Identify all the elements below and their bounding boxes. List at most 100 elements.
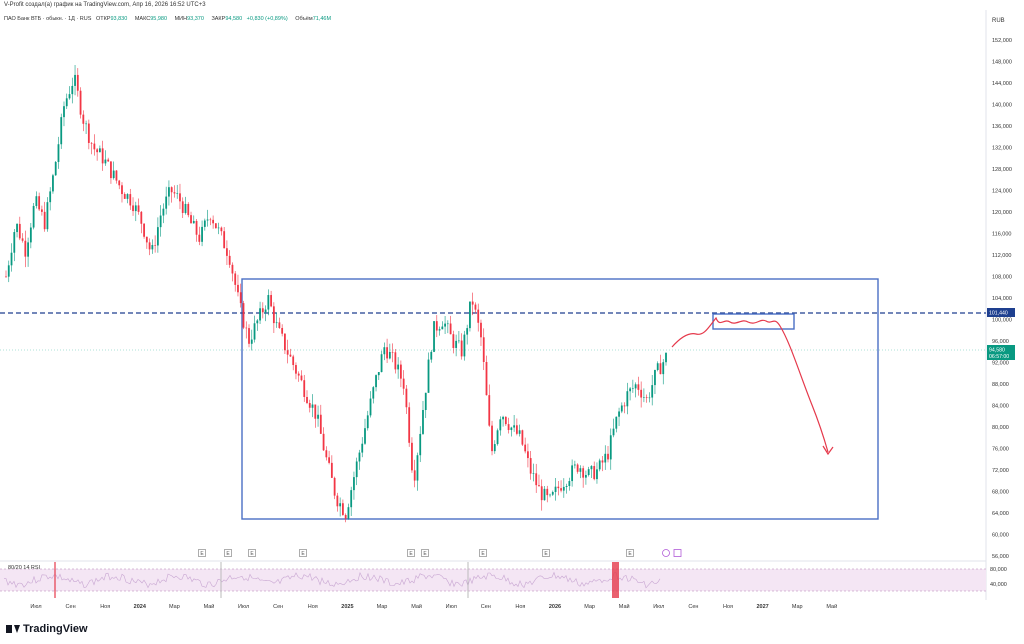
candle-body (168, 187, 170, 197)
candle-body (90, 142, 93, 144)
candle-body (231, 264, 234, 274)
candle-body (126, 194, 129, 199)
candle-body (129, 194, 132, 206)
candle-body (145, 236, 148, 243)
high-value: МАКС95,980 (134, 16, 168, 22)
price-tick: 56,000 (992, 554, 1009, 560)
earnings-event-label: E (409, 551, 413, 557)
candle-body (485, 361, 488, 396)
candle-body (195, 220, 198, 235)
tradingview-brand[interactable]: TradingView (6, 623, 88, 635)
candle-body (549, 494, 551, 496)
candle-body (560, 488, 562, 491)
price-tick: 104,000 (992, 296, 1012, 302)
candle-body (607, 453, 609, 460)
candle-body (253, 323, 256, 340)
low-value: МИН93,370 (174, 16, 204, 22)
candle-body (629, 388, 632, 392)
candle-body (228, 255, 231, 265)
candle-body (29, 227, 32, 243)
candle-body (590, 466, 593, 470)
candle-body (330, 462, 333, 478)
candle-body (361, 443, 364, 453)
candle-body (134, 205, 137, 212)
svg-text:94,580: 94,580 (989, 348, 1005, 354)
time-tick: Май (411, 603, 422, 610)
candle-body (510, 427, 513, 431)
candle-body (408, 407, 411, 443)
close-value: ЗАКР94,580 +0,830 (+0,89%) (211, 16, 288, 22)
candle-body (76, 74, 79, 91)
price-tick: 92,000 (992, 361, 1009, 367)
time-tick: Июл (30, 604, 41, 610)
candle-body (527, 451, 529, 459)
forecast-path (671, 316, 829, 453)
candle-body (593, 466, 596, 480)
candle-body (427, 359, 430, 393)
candle-body (507, 424, 510, 431)
price-axis: 152,000 148,000 144,000 140,000 136,000 132,0… (992, 38, 1012, 560)
tradingview-logo-icon (6, 625, 20, 633)
candle-body (154, 245, 157, 246)
range-box (241, 278, 879, 520)
earnings-event-label: E (200, 551, 204, 557)
candle-body (306, 396, 308, 404)
candle-body (524, 444, 527, 452)
candle-body (380, 354, 383, 373)
candle-body (424, 392, 427, 411)
candle-body (615, 416, 618, 429)
earnings-event-label: E (481, 551, 485, 557)
candle-body (333, 477, 336, 496)
candle-body (151, 245, 154, 250)
candle-body (245, 327, 248, 329)
candle-body (311, 404, 314, 408)
candle-body (187, 203, 190, 216)
price-tick: 100,000 (992, 318, 1012, 324)
candle-body (121, 185, 123, 195)
earnings-event-label: E (423, 551, 427, 557)
candle-body (226, 248, 228, 256)
candle-body (250, 339, 253, 344)
candle-body (455, 340, 458, 348)
candle-body (460, 340, 463, 357)
candle-body (587, 469, 590, 475)
candle-body (223, 231, 226, 249)
candle-body (98, 148, 101, 153)
earnings-event-icon (198, 549, 206, 557)
candle-body (93, 143, 96, 150)
candle-body (659, 363, 662, 375)
price-tick: 88,000 (992, 382, 1009, 388)
candle-body (430, 351, 433, 360)
candle-body (27, 242, 29, 257)
svg-text:06:57:00: 06:57:00 (989, 354, 1009, 360)
candle-body (170, 187, 173, 193)
symbol-legend: ПАО Банк ВТБ · обыкн. · 1Д · RUS ОТКР93,… (4, 16, 337, 22)
candle-body (609, 435, 612, 460)
candle-body (82, 114, 85, 124)
candle-body (79, 90, 82, 115)
candle-body (640, 389, 643, 398)
time-tick: Июл (446, 604, 457, 610)
candle-body (286, 350, 289, 355)
symbol-name[interactable]: ПАО Банк ВТБ · обыкн. · 1Д · RUS (4, 16, 92, 22)
candle-body (292, 356, 295, 366)
price-tick: 112,000 (992, 253, 1011, 259)
time-tick: Июл (653, 604, 664, 610)
dividend-marker (662, 549, 682, 557)
candle-body (579, 468, 582, 472)
candle-body (104, 159, 107, 164)
time-tick: 2027 (756, 604, 768, 610)
candle-body (598, 460, 601, 470)
candle-body (65, 98, 68, 107)
candle-body (284, 333, 286, 351)
candle-body (192, 220, 195, 224)
candle-body (601, 460, 604, 463)
last-price-tag: 94,580 06:57:00 (987, 345, 1015, 360)
candle-body (21, 238, 24, 241)
candle-body (366, 415, 369, 429)
candle-body (16, 223, 18, 233)
candle-body (190, 215, 192, 224)
candle-body (281, 327, 284, 334)
